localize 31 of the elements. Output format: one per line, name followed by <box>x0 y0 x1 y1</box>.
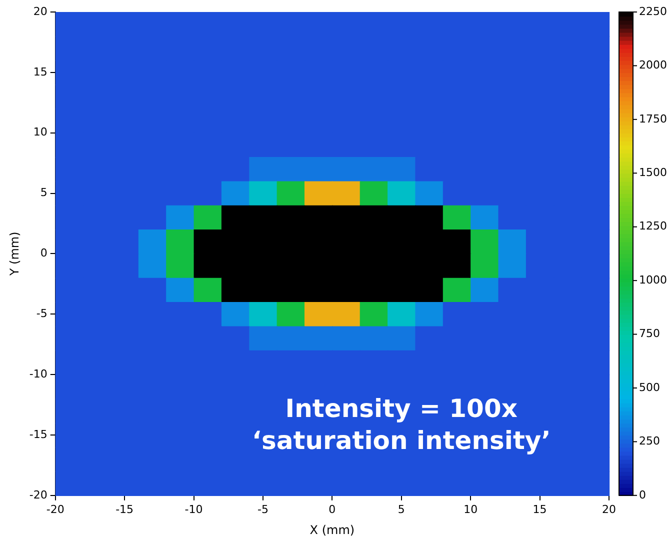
x-tick-label: -10 <box>184 502 203 516</box>
x-axis-title: X (mm) <box>310 522 355 537</box>
color-bar-label: 250 <box>639 434 660 448</box>
y-tick-label: 0 <box>40 246 48 260</box>
y-tick-label: -10 <box>29 367 48 380</box>
color-bar-label: 0 <box>639 488 646 502</box>
y-tick-label: -5 <box>36 306 48 320</box>
y-tick-label: 15 <box>33 65 48 78</box>
y-tick-label: 5 <box>40 186 48 200</box>
x-tick-label: 5 <box>398 502 405 516</box>
annotation: ‘saturation intensity’ <box>252 426 551 455</box>
y-axis-title: Y (mm) <box>7 232 22 277</box>
color-bar-label: 1500 <box>639 166 667 179</box>
color-bar-label: 2000 <box>639 58 667 72</box>
color-bar-label: 1000 <box>639 273 667 286</box>
y-tick-label: 20 <box>33 4 48 18</box>
color-bar-label: 2250 <box>639 4 667 18</box>
x-tick-label: 0 <box>328 502 336 516</box>
x-tick-label: 10 <box>464 502 478 516</box>
x-tick-label: -15 <box>116 502 134 516</box>
color-bar-label: 1750 <box>639 112 667 126</box>
x-tick-label: -5 <box>257 502 268 516</box>
x-tick-label: 15 <box>532 502 547 516</box>
y-tick-label: -20 <box>29 488 48 502</box>
color-bar-label: 1250 <box>639 220 667 233</box>
y-tick-label: 10 <box>33 126 48 139</box>
y-tick-label: -15 <box>29 428 48 441</box>
color-bar-label: 500 <box>639 380 660 394</box>
annotation: Intensity = 100x <box>285 394 518 423</box>
x-tick-label: 20 <box>602 502 616 516</box>
color-bar-label: 750 <box>639 327 660 340</box>
